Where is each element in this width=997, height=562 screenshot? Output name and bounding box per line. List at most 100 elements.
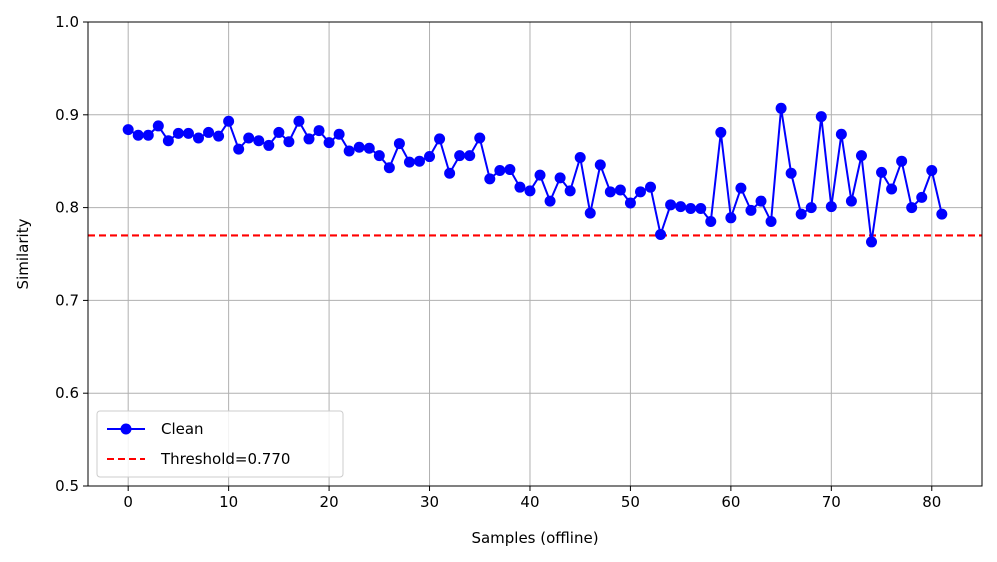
data-point xyxy=(192,132,204,144)
data-point xyxy=(645,181,657,193)
data-point xyxy=(675,201,687,213)
data-point xyxy=(293,115,305,127)
data-point xyxy=(383,162,395,174)
data-point xyxy=(223,115,235,127)
data-point xyxy=(162,135,174,147)
data-point xyxy=(434,133,446,145)
data-point xyxy=(373,150,385,162)
data-point xyxy=(323,137,335,149)
data-point xyxy=(906,202,918,214)
y-tick-label: 0.7 xyxy=(55,291,79,309)
data-point xyxy=(484,173,496,185)
legend-clean-marker xyxy=(120,423,132,435)
data-point xyxy=(655,229,667,241)
data-point xyxy=(554,172,566,184)
data-point xyxy=(213,130,225,142)
data-point xyxy=(263,139,275,151)
data-point xyxy=(413,155,425,167)
x-axis-ticks: 0 10 20 30 40 50 60 70 80 xyxy=(123,486,941,511)
data-point xyxy=(715,126,727,138)
y-tick-label: 1.0 xyxy=(55,13,79,31)
data-point xyxy=(243,132,255,144)
data-point xyxy=(876,166,888,178)
data-point xyxy=(564,185,576,197)
data-point xyxy=(524,185,536,197)
y-axis-label: Similarity xyxy=(14,218,32,289)
data-point xyxy=(494,164,506,176)
data-point xyxy=(504,164,516,176)
data-point xyxy=(614,184,626,196)
data-point xyxy=(685,203,697,215)
data-point xyxy=(534,169,546,181)
data-point xyxy=(624,197,636,209)
data-point xyxy=(514,181,526,193)
data-point xyxy=(142,129,154,141)
data-point xyxy=(363,142,375,154)
x-tick-label: 50 xyxy=(621,493,640,511)
data-point xyxy=(886,183,898,195)
data-point xyxy=(735,182,747,194)
data-point xyxy=(584,207,596,219)
data-point xyxy=(855,150,867,162)
data-point xyxy=(253,135,265,147)
legend-threshold-label: Threshold=0.770 xyxy=(160,450,290,468)
data-point xyxy=(695,203,707,215)
data-point xyxy=(634,186,646,198)
x-axis-label: Samples (offline) xyxy=(471,529,598,547)
data-point xyxy=(835,128,847,140)
x-tick-label: 0 xyxy=(123,493,133,511)
data-point xyxy=(182,127,194,139)
y-tick-label: 0.9 xyxy=(55,106,79,124)
x-tick-label: 70 xyxy=(822,493,841,511)
x-tick-label: 10 xyxy=(219,493,238,511)
data-point xyxy=(403,156,415,168)
data-point xyxy=(122,124,134,136)
data-point xyxy=(765,216,777,228)
x-tick-label: 60 xyxy=(721,493,740,511)
data-point xyxy=(775,102,787,114)
y-axis-ticks: 0.5 0.6 0.7 0.8 0.9 1.0 xyxy=(55,13,88,495)
data-point xyxy=(152,120,164,132)
x-tick-label: 80 xyxy=(922,493,941,511)
x-tick-label: 20 xyxy=(320,493,339,511)
data-point xyxy=(444,167,456,179)
data-point xyxy=(454,150,466,162)
legend-clean-label: Clean xyxy=(161,420,204,438)
x-tick-label: 40 xyxy=(520,493,539,511)
data-point xyxy=(464,150,476,162)
data-point xyxy=(665,199,677,211)
data-point xyxy=(916,191,928,203)
data-point xyxy=(755,195,767,207)
data-point xyxy=(333,128,345,140)
data-point xyxy=(745,204,757,216)
data-point xyxy=(574,151,586,163)
data-point xyxy=(393,138,405,150)
data-point xyxy=(343,145,355,157)
data-point xyxy=(845,195,857,207)
data-point xyxy=(203,126,215,138)
data-point xyxy=(866,236,878,248)
y-tick-label: 0.5 xyxy=(55,477,79,495)
data-point xyxy=(132,129,144,141)
data-point xyxy=(936,208,948,220)
plot-frame xyxy=(87,21,983,487)
data-point xyxy=(815,111,827,123)
data-point xyxy=(313,125,325,137)
data-point xyxy=(283,136,295,148)
data-point xyxy=(353,141,365,153)
legend-box xyxy=(96,410,344,478)
data-point xyxy=(273,126,285,138)
y-tick-label: 0.6 xyxy=(55,384,79,402)
data-point xyxy=(474,132,486,144)
data-point xyxy=(795,208,807,220)
y-tick-label: 0.8 xyxy=(55,199,79,217)
data-point xyxy=(544,195,556,207)
data-point xyxy=(805,202,817,214)
data-point xyxy=(303,133,315,145)
data-point xyxy=(896,155,908,167)
data-point xyxy=(424,151,436,163)
data-point xyxy=(725,212,737,224)
data-point xyxy=(594,159,606,171)
data-point xyxy=(785,167,797,179)
